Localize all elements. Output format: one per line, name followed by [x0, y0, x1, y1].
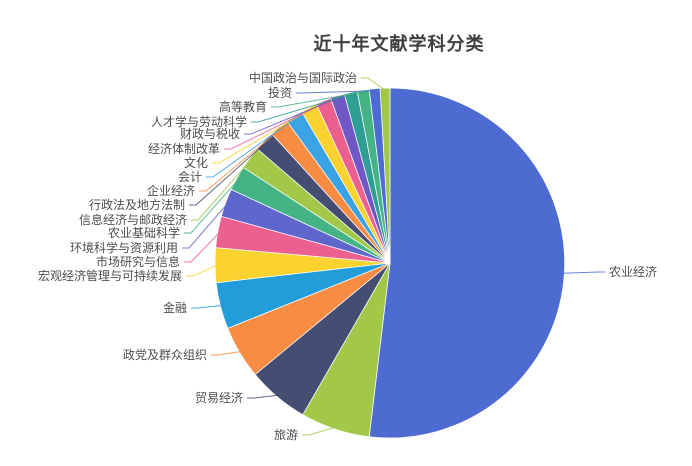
pie-slice-1[interactable]: [368, 87, 566, 439]
slice-label: 文化: [184, 155, 208, 170]
slice-label: 信息经济与邮政经济: [79, 212, 187, 227]
label-leader-line: [212, 109, 311, 164]
label-leader-line: [247, 394, 279, 399]
label-leader-line: [211, 351, 242, 356]
slice-label: 人才学与劳动科学: [151, 114, 247, 129]
slice-label: 金融: [163, 300, 187, 315]
label-leader-line: [251, 93, 352, 123]
slice-label: 高等教育: [219, 99, 267, 114]
slice-label: 投资: [268, 85, 292, 100]
slice-label: 政党及群众组织: [123, 347, 207, 362]
slice-label: 中国政治与国际政治: [249, 70, 357, 85]
slice-label: 会计: [178, 170, 202, 184]
label-leader-line: [296, 90, 375, 94]
slice-label: 经济体制改革: [148, 141, 220, 156]
label-leader-line: [184, 231, 221, 263]
chart-title: 近十年文献学科分类: [313, 34, 485, 54]
slice-label: 宏观经济管理与可持续发展: [38, 268, 182, 283]
slice-label: 环境科学与资源利用: [70, 240, 178, 255]
slice-label: 行政法及地方法制: [89, 197, 185, 212]
slice-label: 农业基础科学: [108, 225, 180, 240]
label-leader-line: [199, 128, 281, 192]
label-leader-line: [182, 203, 228, 249]
slice-label: 贸易经济: [195, 390, 243, 405]
slice-label: 企业经济: [147, 183, 195, 198]
slice-label: 农业经济: [609, 264, 657, 279]
label-leader-line: [191, 305, 223, 309]
label-leader-line: [191, 158, 253, 221]
label-leader-line: [361, 77, 386, 91]
label-leader-line: [302, 426, 336, 436]
pie-slice-20[interactable]: [379, 87, 391, 264]
label-leader-line: [206, 117, 296, 178]
label-leader-line: [271, 91, 364, 108]
label-leader-line: [189, 142, 267, 206]
label-leader-line: [244, 97, 339, 135]
label-leader-line: [562, 271, 605, 274]
slice-label: 旅游: [274, 428, 298, 442]
label-leader-line: [224, 102, 325, 150]
label-leader-line: [186, 264, 218, 277]
slice-label: 市场研究与信息: [96, 254, 180, 269]
label-leader-line: [184, 178, 240, 234]
slice-label: 财政与税收: [180, 127, 240, 141]
